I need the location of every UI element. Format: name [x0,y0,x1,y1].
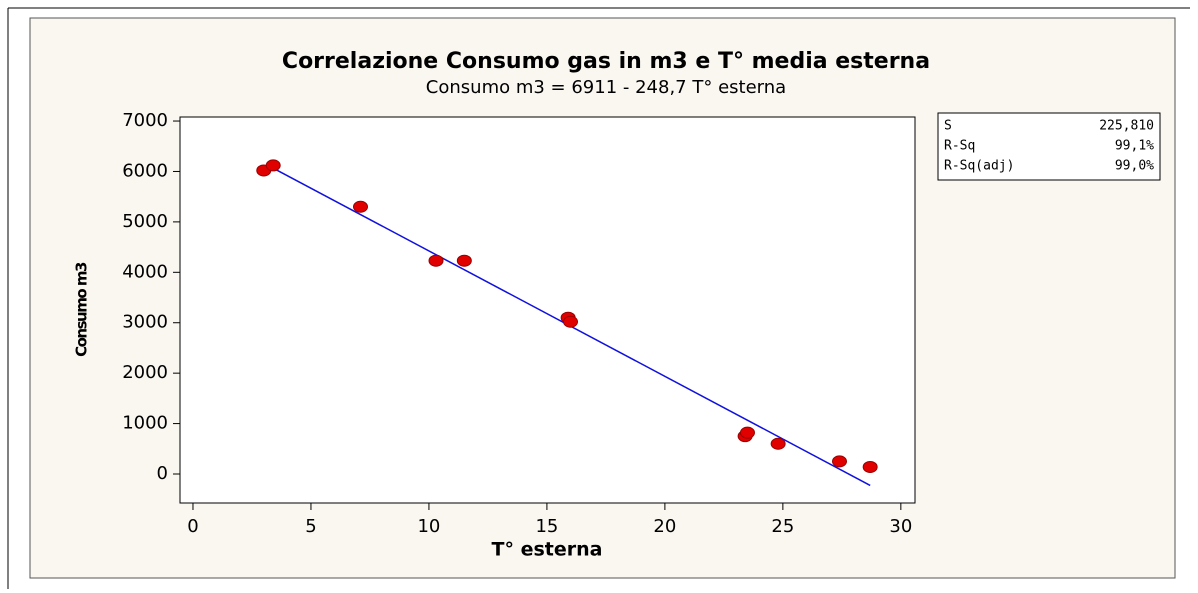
y-tick-label: 2000 [122,362,168,383]
point [265,159,281,172]
plot-area [179,116,916,504]
x-tick-label: 25 [771,516,794,537]
x-tick-label: 20 [653,516,676,537]
stat-value: 225,810 [1099,119,1154,134]
y-axis-label: Consumo m3 [73,262,91,357]
y-tick-label: 5000 [122,211,168,232]
point [862,460,878,473]
point [831,455,847,468]
x-axis-label: T° esterna [492,539,603,561]
point [428,254,444,267]
x-tick-label: 30 [889,516,912,537]
stat-value: 99,1% [1115,139,1154,154]
x-tick-label: 15 [535,516,558,537]
point [563,315,579,328]
chart-subtitle: Consumo m3 = 6911 - 248,7 T° esterna [426,77,786,98]
point [770,437,786,450]
stat-name: R-Sq(adj) [944,159,1014,174]
x-tick-label: 10 [417,516,440,537]
stat-name: S [944,119,952,134]
stats-box [937,112,1161,181]
y-tick-label: 4000 [122,261,168,282]
y-tick-label: 7000 [122,110,168,131]
y-tick-label: 3000 [122,312,168,333]
y-tick-label: 0 [157,463,168,484]
y-tick-label: 6000 [122,160,168,181]
x-tick-label: 5 [305,516,316,537]
point [456,254,472,267]
point [353,200,369,213]
point [739,426,755,439]
stat-value: 99,0% [1115,159,1154,174]
chart-title: Correlazione Consumo gas in m3 e T° medi… [282,49,930,74]
x-tick-label: 0 [187,516,198,537]
stat-name: R-Sq [944,139,975,154]
y-tick-label: 1000 [122,413,168,434]
